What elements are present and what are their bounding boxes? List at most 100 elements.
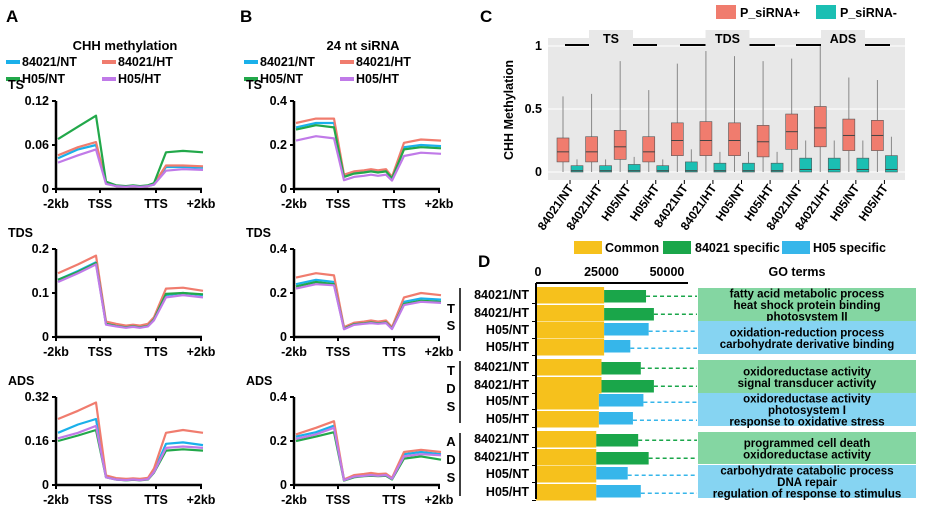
legend-swatch-sirna-minus [816,5,836,19]
box-sirna-minus [570,165,584,173]
go-term-box [698,288,916,321]
series-line-h05-ht [295,426,442,482]
box-sirna-minus [713,162,727,173]
y-tick-label: 0.5 [525,102,542,116]
y-tick-label: 0.2 [32,242,49,256]
x-tick-label: +2kb [425,345,454,359]
series-line-84021-ht [57,254,204,327]
y-tick-label: 0.12 [25,94,49,108]
bar-specific [604,308,654,321]
x-tick-label: TTS [144,197,168,211]
x-tick-label: TSS [326,345,350,359]
go-term-box [698,432,916,464]
x-tick-label: TSS [88,197,112,211]
y-tick-label: 0.1 [32,286,49,300]
legend-entry: H05/HT [118,72,161,86]
row-label: 84021/HT [474,450,529,464]
y-tick-label: 0.4 [270,94,287,108]
x-tick-label: 50000 [650,265,685,279]
legend-entry: Common [605,241,659,255]
box-sirna-minus [770,162,784,173]
box-sirna-plus [756,125,770,158]
box-sirna-minus [627,164,641,173]
legend-entry: H05/HT [356,72,399,86]
bar-specific [596,452,649,465]
row-label: 84021/HT [474,378,529,392]
bar-specific [604,340,631,353]
box-sirna-minus [827,157,841,173]
panel-label-c: C [480,7,492,26]
box-sirna-plus [699,121,713,156]
series-line-h05-ht [295,283,442,331]
row-label: 84021/NT [474,360,529,374]
box-sirna-minus [885,155,898,173]
box-sirna-plus [671,122,684,156]
legend-entry: P_siRNA- [840,6,897,20]
y-tick-label: 0.06 [25,138,49,152]
y-tick-label: 0 [42,330,49,344]
x-tick-label: +2kb [187,197,216,211]
go-term-text: oxidoreductase activity [743,366,871,378]
bar-common [536,322,605,339]
row-label: 84021/NT [474,432,529,446]
bar-common [536,431,597,448]
x-tick-label: +2kb [187,345,216,359]
panel-c-boxplot: P_siRNA+ P_siRNA- CHH Methylation 0 0.5 1 TS TD… [502,5,905,233]
row-label: H05/HT [486,485,529,499]
row-label: 84021/NT [474,288,529,302]
y-tick-label: 0 [280,182,287,196]
go-term-text: carbohydrate catabolic process [720,466,893,478]
legend-entry: H05 specific [813,241,886,255]
row-label: 84021/HT [474,306,529,320]
panel-b-24nt-sirna: 24 nt siRNA 84021/NT 84021/HT H05/NT H05/HT T… [244,38,454,507]
y-tick-label: 1 [535,39,542,53]
go-term-box [698,321,916,354]
series-line-h05-nt [57,114,204,188]
box-sirna-minus [856,157,870,173]
x-tick-label: TTS [144,345,168,359]
y-tick-label: 0 [535,165,542,179]
legend-entry: H05/NT [260,72,303,86]
group-letter: A [446,434,456,449]
y-tick-label: 0 [280,478,287,492]
go-term-text: oxidoreductase activity [743,394,871,406]
y-tick-label: 0.2 [270,286,287,300]
x-tick-label: -2kb [281,197,307,211]
x-tick-label: TSS [326,197,350,211]
region-label: ADS [8,374,34,388]
group-label-bg [821,30,865,50]
bar-specific [596,434,639,447]
y-tick-label: 0.16 [25,434,49,448]
x-tick-label: TSS [88,493,112,507]
bar-specific [596,467,628,480]
x-tick-label: TSS [326,493,350,507]
box-sirna-plus [613,130,627,160]
chart-title: 24 nt siRNA [327,38,401,53]
x-tick-label: TTS [144,493,168,507]
box-sirna-minus [799,157,812,173]
box-sirna-plus [556,137,570,163]
x-tick-label: +2kb [425,493,454,507]
go-term-text: response to oxidative stress [729,417,884,429]
series-line-h05-ht [57,148,204,188]
go-term-box [698,360,916,393]
go-term-text: heat shock protein binding [734,300,881,312]
panel-label-a: A [6,7,18,26]
legend-entry: 84021/HT [118,55,173,69]
x-tick-label: -2kb [281,345,307,359]
row-label: H05/NT [486,394,529,408]
y-tick-label: 0 [42,478,49,492]
box-sirna-minus [599,165,612,173]
group-letter: S [447,399,456,414]
series-line-84021-ht [57,401,204,480]
x-tick-label: -2kb [281,493,307,507]
row-label: H05/HT [486,340,529,354]
y-tick-label: 0 [280,330,287,344]
x-tick-label: TTS [382,197,406,211]
bar-specific [596,485,641,498]
x-tick-label: TTS [382,345,406,359]
box-sirna-minus [656,165,670,173]
go-term-text: oxidoreductase activity [743,449,871,461]
y-tick-label: 0.32 [25,390,49,404]
box-sirna-plus [642,136,656,163]
